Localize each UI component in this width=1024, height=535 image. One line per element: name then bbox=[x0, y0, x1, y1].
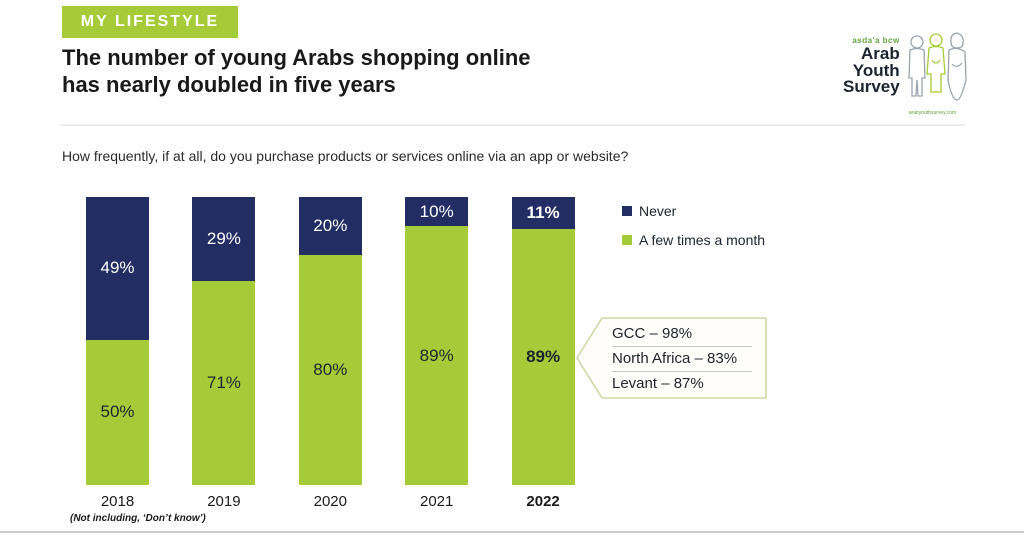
logo-website: arabyouthsurvey.com bbox=[908, 110, 957, 116]
arab-youth-survey-logo: asda'a bcw Arab Youth Survey arabyouthsu… bbox=[843, 30, 983, 122]
segment-few-times-2018: 50% bbox=[86, 339, 149, 485]
bar-column-2019: 29% 71% 2019 bbox=[192, 197, 256, 510]
axis-label-2018: 2018 bbox=[100, 493, 135, 510]
segment-value-label: 71% bbox=[206, 372, 241, 392]
bar-column-2020: 20% 80% 2020 bbox=[298, 197, 362, 510]
legend-swatch-icon bbox=[622, 235, 632, 245]
segment-value-label: 29% bbox=[206, 228, 241, 248]
segment-few-times-2019: 71% bbox=[192, 280, 256, 485]
segment-never-2022: 11% bbox=[511, 197, 575, 229]
segment-value-label: 89% bbox=[419, 345, 454, 365]
chart-legend: Never A few times a month bbox=[622, 203, 765, 261]
segment-value-label: 50% bbox=[100, 402, 135, 422]
footnote: (Not including, ‘Don’t know’) bbox=[70, 513, 206, 524]
segment-value-label: 20% bbox=[313, 215, 348, 235]
title-line-2: has nearly doubled in five years bbox=[62, 72, 396, 97]
segment-never-2021: 10% bbox=[405, 197, 469, 227]
segment-never-2020: 20% bbox=[298, 197, 362, 255]
title-line-1: The number of young Arabs shopping onlin… bbox=[62, 45, 531, 70]
segment-value-label: 89% bbox=[526, 346, 561, 366]
legend-label: A few times a month bbox=[639, 232, 766, 248]
segment-few-times-2021: 89% bbox=[405, 226, 469, 485]
axis-label-2021: 2021 bbox=[420, 493, 454, 510]
region-breakdown-callout: GCC – 98% North Africa – 83% Levant – 87% bbox=[576, 317, 768, 399]
segment-value-label: 80% bbox=[313, 359, 348, 379]
segment-value-label: 10% bbox=[419, 201, 454, 221]
axis-label-2022: 2022 bbox=[526, 493, 560, 510]
people-illustration: arabyouthsurvey.com bbox=[905, 30, 967, 122]
axis-label-2020: 2020 bbox=[313, 493, 347, 510]
segment-value-label: 49% bbox=[100, 258, 135, 278]
bottom-rule bbox=[0, 531, 1024, 533]
bar-column-2021: 10% 89% 2021 bbox=[405, 197, 469, 510]
legend-item-1: A few times a month bbox=[622, 232, 765, 248]
segment-never-2018: 49% bbox=[86, 197, 149, 340]
logo-word-survey: Survey bbox=[843, 77, 900, 96]
logo-word-youth: Youth bbox=[852, 60, 900, 80]
segment-value-label: 11% bbox=[526, 202, 560, 222]
header-divider bbox=[60, 124, 965, 126]
section-tag: MY LIFESTYLE bbox=[62, 6, 238, 38]
logo-word-arab: Arab bbox=[860, 44, 900, 63]
segment-few-times-2022: 89% bbox=[511, 228, 575, 485]
legend-label: Never bbox=[639, 203, 677, 219]
bar-column-2022: 11% 89% 2022 bbox=[511, 197, 575, 510]
callout-line-2: Levant – 87% bbox=[612, 375, 704, 392]
axis-label-2019: 2019 bbox=[207, 493, 241, 510]
bar-column-2018: 49% 50% 2018 bbox=[86, 197, 149, 510]
page-title: The number of young Arabs shopping onlin… bbox=[62, 44, 531, 98]
logo-brand: asda'a bcw bbox=[852, 36, 900, 45]
segment-few-times-2020: 80% bbox=[298, 254, 362, 485]
callout-line-0: GCC – 98% bbox=[612, 322, 752, 347]
callout-rows: GCC – 98% North Africa – 83% Levant – 87% bbox=[612, 322, 752, 396]
callout-line-1: North Africa – 83% bbox=[612, 347, 752, 372]
legend-item-0: Never bbox=[622, 203, 765, 219]
stacked-bar-chart: 49% 50% 2018 29% 71% 2019 20% 80% 2020 10% 89% 2021… bbox=[86, 197, 586, 517]
callout-bubble-shape bbox=[576, 317, 767, 399]
segment-never-2019: 29% bbox=[192, 197, 256, 281]
survey-question: How frequently, if at all, do you purcha… bbox=[62, 148, 629, 164]
people-illustration-icon bbox=[908, 32, 967, 101]
logo-text: asda'a bcw Arab Youth Survey bbox=[843, 30, 900, 122]
legend-swatch-icon bbox=[622, 206, 632, 216]
